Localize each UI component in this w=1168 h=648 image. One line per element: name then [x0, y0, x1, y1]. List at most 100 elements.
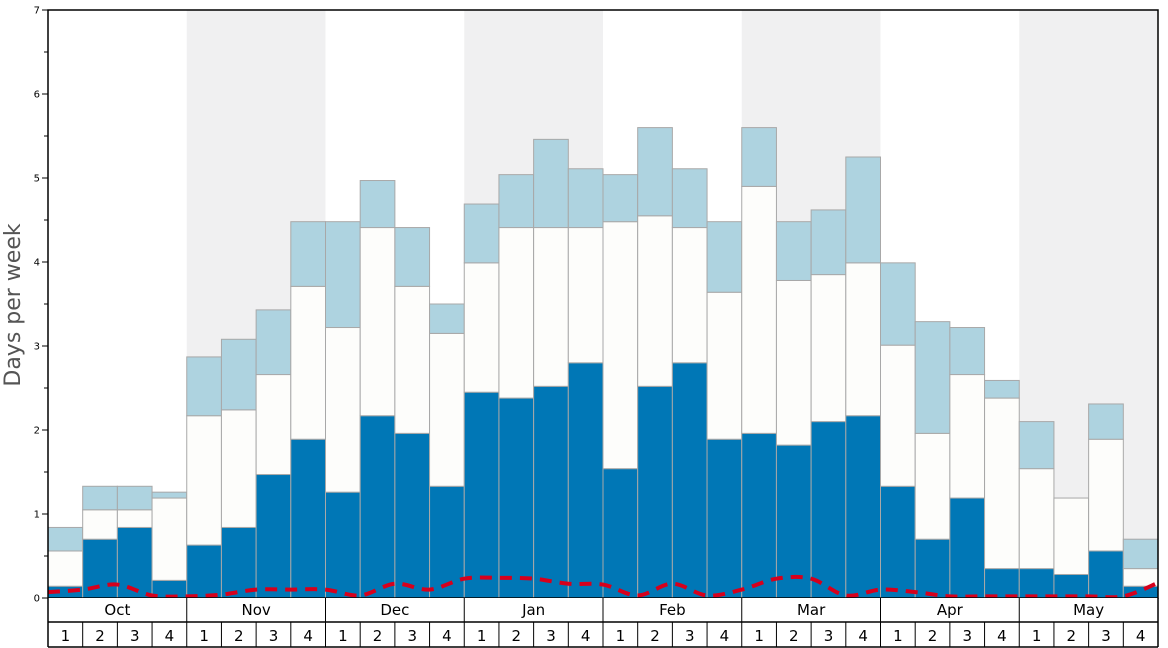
- week-label: 2: [512, 627, 522, 645]
- bar-segment-0-29: [1018, 568, 1055, 599]
- bar-segment-2-10: [359, 180, 396, 229]
- bar-segment-1-26: [914, 432, 951, 540]
- bar-segment-0-14: [498, 397, 535, 599]
- week-label: 1: [754, 627, 764, 645]
- y-axis-label: Days per week: [1, 223, 26, 386]
- bar-segment-1-22: [775, 279, 812, 446]
- bar-segment-1-30: [1053, 497, 1090, 575]
- week-label: 1: [616, 627, 626, 645]
- bar-segment-2-11: [394, 227, 431, 287]
- y-tick-label: 1: [34, 510, 40, 521]
- bar-segment-0-17: [602, 468, 639, 599]
- bar-segment-1-8: [290, 285, 326, 440]
- bar-segment-1-13: [463, 262, 500, 393]
- bar-segment-2-8: [290, 221, 326, 287]
- y-tick-label: 0: [34, 594, 40, 605]
- bar-segment-0-25: [880, 485, 916, 599]
- bar-segment-2-14: [498, 174, 535, 229]
- bar-segment-0-21: [741, 432, 777, 599]
- y-tick-label: 6: [34, 90, 40, 101]
- bar-segment-1-16: [567, 227, 604, 364]
- bar-segment-0-27: [949, 497, 986, 599]
- y-tick-label: 3: [34, 342, 40, 353]
- week-label: 3: [130, 627, 140, 645]
- bar-segment-2-21: [741, 127, 777, 187]
- y-tick-label: 4: [34, 258, 40, 269]
- bar-segment-1-4: [151, 497, 188, 581]
- week-label: 2: [95, 627, 105, 645]
- month-label-may: May: [1073, 601, 1104, 619]
- month-label-oct: Oct: [104, 601, 130, 619]
- week-label: 2: [928, 627, 938, 645]
- week-label: 4: [303, 627, 313, 645]
- bar-segment-0-28: [984, 568, 1020, 599]
- bar-segment-2-31: [1088, 403, 1124, 440]
- bar-segment-2-2: [82, 485, 118, 511]
- bars-layer: [47, 127, 1159, 599]
- bar-segment-1-23: [810, 274, 847, 423]
- week-label: 1: [61, 627, 71, 645]
- bar-segment-2-26: [914, 321, 951, 434]
- bar-segment-1-20: [706, 291, 743, 440]
- week-label: 3: [1101, 627, 1111, 645]
- week-label: 3: [546, 627, 556, 645]
- week-label: 2: [373, 627, 383, 645]
- bar-segment-1-19: [671, 227, 708, 364]
- bar-segment-1-31: [1088, 438, 1124, 552]
- bar-segment-1-3: [116, 509, 153, 528]
- bar-segment-2-4: [151, 491, 188, 499]
- bar-segment-2-29: [1018, 421, 1055, 470]
- bar-segment-1-7: [255, 374, 292, 476]
- week-label: 1: [199, 627, 209, 645]
- week-label: 3: [685, 627, 695, 645]
- bar-segment-0-31: [1088, 550, 1124, 599]
- bar-segment-1-2: [82, 509, 118, 540]
- y-tick-label: 2: [34, 426, 40, 437]
- month-label-apr: Apr: [937, 601, 964, 619]
- bar-segment-1-11: [394, 285, 431, 434]
- bar-segment-1-29: [1018, 468, 1055, 570]
- bar-segment-2-1: [47, 526, 84, 552]
- bar-segment-0-19: [671, 362, 708, 599]
- bar-segment-0-9: [325, 491, 361, 599]
- bar-segment-0-26: [914, 538, 951, 599]
- week-label: 4: [442, 627, 452, 645]
- bar-segment-2-28: [984, 379, 1020, 399]
- bar-segment-2-6: [220, 338, 257, 411]
- bar-segment-0-13: [463, 391, 500, 599]
- bar-segment-2-19: [671, 168, 708, 229]
- bar-segment-2-18: [637, 127, 673, 217]
- dashed-line-layer: [47, 574, 1159, 600]
- bar-segment-2-16: [567, 168, 604, 229]
- dashed-series-line: [47, 574, 1159, 600]
- bar-segment-0-20: [706, 438, 743, 599]
- bar-segment-0-11: [394, 432, 431, 599]
- bar-segment-2-22: [775, 221, 812, 281]
- week-label: 4: [858, 627, 868, 645]
- bar-segment-0-3: [116, 526, 153, 599]
- x-axis: Oct 1 2 3 4 Nov 1 2 3 4 Dec 1 2 3 4 Jan 1 2 3 4 Feb 1 2 3 4 Mar 1 2…: [47, 598, 1159, 648]
- week-label: 1: [893, 627, 903, 645]
- bar-segment-1-28: [984, 397, 1020, 570]
- week-label: 4: [1136, 627, 1146, 645]
- bar-segment-2-7: [255, 309, 292, 376]
- bar-segment-1-17: [602, 221, 639, 470]
- bar-segment-1-27: [949, 374, 986, 499]
- week-label: 1: [338, 627, 348, 645]
- bar-segment-0-16: [567, 362, 604, 599]
- bar-segment-0-6: [220, 526, 257, 599]
- bar-segment-1-25: [880, 344, 916, 487]
- y-tick-label: 7: [34, 6, 40, 17]
- bar-segment-1-21: [741, 185, 777, 434]
- bar-segment-1-1: [47, 550, 84, 587]
- bar-segment-1-14: [498, 227, 535, 399]
- week-label: 3: [407, 627, 417, 645]
- week-label: 2: [1067, 627, 1077, 645]
- bar-segment-1-10: [359, 227, 396, 417]
- week-label: 3: [824, 627, 834, 645]
- bar-segment-0-8: [290, 438, 326, 599]
- week-label: 4: [997, 627, 1007, 645]
- bar-segment-1-9: [325, 327, 361, 493]
- y-tick-label: 5: [34, 174, 40, 185]
- bar-segment-2-27: [949, 327, 986, 376]
